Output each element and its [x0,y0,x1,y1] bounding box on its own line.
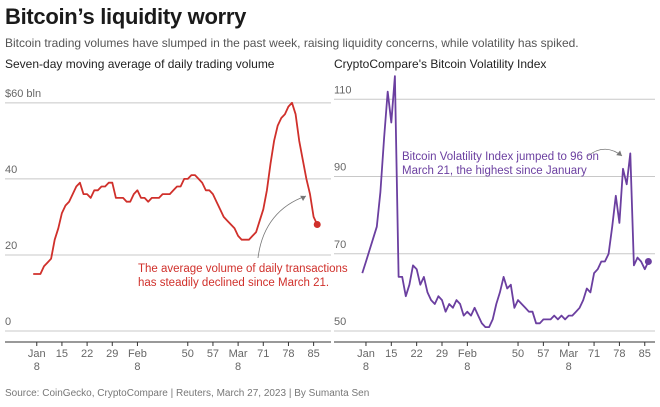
x-tick-label: 50 [511,348,525,360]
y-tick-label: 40 [5,164,17,176]
arrow-head [300,195,306,202]
x-tick-label: Jan 8 [357,348,375,373]
y-tick-label: $60 bln [5,88,41,100]
end-point [644,257,652,265]
x-tick-label: 57 [206,348,220,360]
end-point [313,221,321,229]
y-tick-label: 20 [5,240,17,252]
x-tick-label: 78 [613,348,626,360]
x-tick-label: 50 [181,348,194,360]
data-line [33,101,319,275]
panel-title: CryptoCompare's Bitcoin Volatility Index [334,57,547,71]
y-tick-label: 0 [5,316,11,328]
x-tick-label: Jan 8 [27,348,46,373]
x-tick-label: Feb 8 [127,348,147,373]
y-tick-label: 50 [334,316,346,328]
x-tick-label: 15 [385,348,398,360]
x-tick-label: 57 [537,348,550,360]
x-tick-label: Mar 8 [559,348,579,373]
x-tick-label: Feb 8 [457,348,477,373]
x-tick-label: 22 [80,348,94,360]
y-tick-label: 110 [334,84,352,96]
source: Source: CoinGecko, CryptoCompare | Reute… [5,388,370,399]
panel-title: Seven-day moving average of daily tradin… [5,57,275,71]
x-tick-label: 71 [587,348,601,360]
x-tick-label: 85 [307,348,320,360]
x-tick-label: 29 [435,348,449,360]
annotation-arrow [257,195,307,259]
x-tick-label: 15 [55,348,69,360]
x-tick-label: 71 [257,348,270,360]
arrow-head [616,150,622,156]
x-tick-label: Mar 8 [228,348,248,373]
y-tick-label: 70 [334,239,346,251]
annotation: Bitcoin Volatility Index jumped to 96 on… [402,151,599,177]
x-tick-label: 85 [638,348,651,360]
data-line [361,75,650,328]
x-tick-label: 22 [410,348,423,360]
page-title: Bitcoin’s liquidity worry [5,4,247,29]
y-tick-label: 90 [334,162,346,174]
page-subtitle: Bitcoin trading volumes have slumped in … [5,36,579,50]
x-tick-label: 29 [106,348,119,360]
x-tick-label: 78 [282,348,295,360]
annotation: The average volume of daily transactions… [138,263,348,289]
